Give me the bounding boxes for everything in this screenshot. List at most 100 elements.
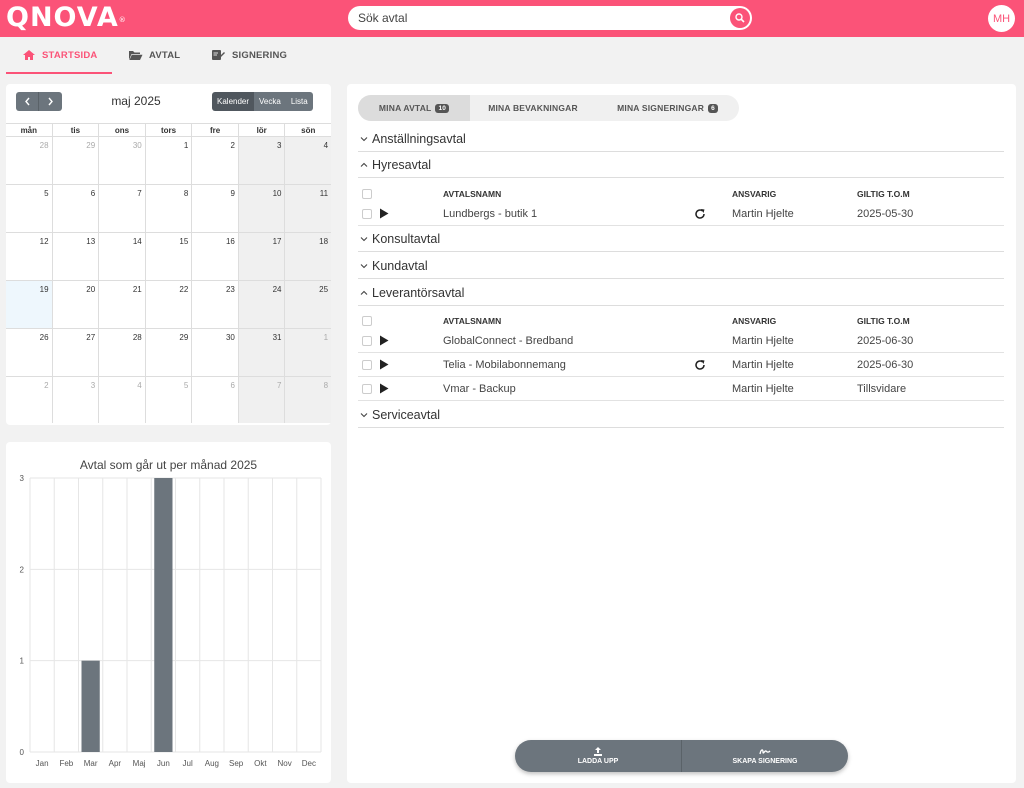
section-leverantorsavtal[interactable]: Leverantörsavtal xyxy=(358,280,1004,306)
calendar-day[interactable]: 31 xyxy=(238,329,286,376)
calendar-day[interactable]: 21 xyxy=(99,281,146,328)
calendar-day[interactable]: 30 xyxy=(99,137,146,184)
select-all-checkbox[interactable] xyxy=(362,316,372,326)
upload-button[interactable]: LADDA UPP xyxy=(515,740,682,772)
expand-row-button[interactable] xyxy=(379,353,389,376)
weekday-label: ons xyxy=(99,124,146,136)
section-hyresavtal[interactable]: Hyresavtal xyxy=(358,152,1004,178)
calendar-day[interactable]: 30 xyxy=(192,329,239,376)
section-serviceavtal[interactable]: Serviceavtal xyxy=(358,402,1004,428)
table-header: AVTALSNAMN ANSVARIG GILTIG T.O.M xyxy=(358,183,1004,205)
create-signing-button[interactable]: SKAPA SIGNERING xyxy=(682,740,848,772)
valid-until: 2025-06-30 xyxy=(857,334,914,347)
calendar-week: 26 27 28 29 30 31 1 xyxy=(6,329,332,377)
calendar-day[interactable]: 9 xyxy=(192,185,239,232)
nav-tab-signering[interactable]: SIGNERING xyxy=(211,37,287,73)
calendar-day[interactable]: 29 xyxy=(146,329,193,376)
avatar[interactable]: MH xyxy=(988,5,1015,32)
calendar-day[interactable]: 10 xyxy=(238,185,286,232)
expand-row-button[interactable] xyxy=(379,329,389,352)
table-row[interactable]: Telia - Mobilabonnemang Martin Hjelte 2025… xyxy=(358,353,1004,377)
calendar-day[interactable]: 3 xyxy=(238,137,286,184)
upload-icon xyxy=(594,747,602,756)
contract-name[interactable]: Lundbergs - butik 1 xyxy=(443,207,538,220)
table-row[interactable]: GlobalConnect - Bredband Martin Hjelte 202… xyxy=(358,329,1004,353)
section-kundavtal[interactable]: Kundavtal xyxy=(358,253,1004,279)
calendar-day[interactable]: 4 xyxy=(285,137,332,184)
row-checkbox[interactable] xyxy=(362,359,372,370)
calendar-day[interactable]: 22 xyxy=(146,281,193,328)
section-konsultavtal[interactable]: Konsultavtal xyxy=(358,226,1004,252)
expand-row-button[interactable] xyxy=(379,202,389,225)
nav-tab-avtal[interactable]: AVTAL xyxy=(128,37,180,73)
weekday-label: fre xyxy=(192,124,239,136)
view-vecka-button[interactable]: Vecka xyxy=(254,92,286,111)
calendar-day[interactable]: 19 xyxy=(6,281,53,328)
contract-name[interactable]: GlobalConnect - Bredband xyxy=(443,334,574,347)
calendar-day[interactable]: 17 xyxy=(238,233,286,280)
calendar-day[interactable]: 4 xyxy=(99,377,146,423)
calendar-day[interactable]: 3 xyxy=(53,377,100,423)
section-anstallningsavtal[interactable]: Anställningsavtal xyxy=(358,126,1004,152)
calendar-day[interactable]: 6 xyxy=(53,185,100,232)
calendar-day[interactable]: 7 xyxy=(99,185,146,232)
responsible-person: Martin Hjelte xyxy=(732,334,794,347)
calendar-day[interactable]: 28 xyxy=(6,137,53,184)
row-checkbox[interactable] xyxy=(362,383,372,394)
upload-label: LADDA UPP xyxy=(577,758,619,765)
row-checkbox[interactable] xyxy=(362,335,372,346)
calendar-day[interactable]: 26 xyxy=(6,329,53,376)
nav-tab-startsida[interactable]: STARTSIDA xyxy=(22,37,97,73)
calendar-day[interactable]: 16 xyxy=(192,233,239,280)
contracts-tabs: MINA AVTAL 10 MINA BEVAKNINGAR MINA SIGN… xyxy=(358,95,739,121)
calendar-day[interactable]: 27 xyxy=(53,329,100,376)
calendar-next-button[interactable] xyxy=(39,92,62,111)
contract-name[interactable]: Telia - Mobilabonnemang xyxy=(443,358,566,371)
tab-mina-bevakningar[interactable]: MINA BEVAKNINGAR xyxy=(470,95,596,121)
calendar-day[interactable]: 29 xyxy=(53,137,100,184)
calendar-day[interactable]: 28 xyxy=(99,329,146,376)
calendar-day[interactable]: 1 xyxy=(146,137,193,184)
contract-name[interactable]: Vmar - Backup xyxy=(443,382,516,395)
tab-mina-avtal[interactable]: MINA AVTAL 10 xyxy=(358,95,470,121)
tab-mina-signeringar[interactable]: MINA SIGNERINGAR 6 xyxy=(596,95,739,121)
calendar-day[interactable]: 15 xyxy=(146,233,193,280)
search-input[interactable] xyxy=(348,6,728,30)
x-tick-label: Aug xyxy=(205,759,219,768)
y-tick-label: 0 xyxy=(20,748,25,757)
table-row[interactable]: Vmar - Backup Martin Hjelte Tillsvidare xyxy=(358,377,1004,401)
calendar-day[interactable]: 6 xyxy=(192,377,239,423)
calendar-day[interactable]: 2 xyxy=(6,377,53,423)
table-row[interactable]: Lundbergs - butik 1 Martin Hjelte 2025-05-… xyxy=(358,202,1004,226)
calendar-day[interactable]: 7 xyxy=(238,377,286,423)
calendar-day[interactable]: 23 xyxy=(192,281,239,328)
logo[interactable]: QNOVA® xyxy=(6,2,127,33)
calendar-day[interactable]: 24 xyxy=(238,281,286,328)
row-checkbox[interactable] xyxy=(362,208,372,219)
y-tick-label: 3 xyxy=(20,474,25,483)
calendar-day[interactable]: 13 xyxy=(53,233,100,280)
calendar-day[interactable]: 8 xyxy=(146,185,193,232)
calendar-prev-button[interactable] xyxy=(16,92,39,111)
calendar-day[interactable]: 2 xyxy=(192,137,239,184)
weekday-label: tis xyxy=(53,124,100,136)
view-lista-button[interactable]: Lista xyxy=(285,92,313,111)
play-icon xyxy=(380,208,389,219)
chevron-up-icon xyxy=(360,162,368,167)
top-bar: QNOVA® MH xyxy=(0,0,1024,37)
search-button[interactable] xyxy=(730,8,750,28)
calendar-day[interactable]: 1 xyxy=(285,329,332,376)
refresh-icon xyxy=(695,208,705,219)
view-kalender-button[interactable]: Kalender xyxy=(212,92,255,111)
calendar-day[interactable]: 18 xyxy=(285,233,332,280)
calendar-day[interactable]: 20 xyxy=(53,281,100,328)
calendar-day[interactable]: 25 xyxy=(285,281,332,328)
select-all-checkbox[interactable] xyxy=(362,189,372,199)
expand-row-button[interactable] xyxy=(379,377,389,400)
calendar-day[interactable]: 5 xyxy=(6,185,53,232)
calendar-day[interactable]: 5 xyxy=(146,377,193,423)
calendar-day[interactable]: 12 xyxy=(6,233,53,280)
calendar-day[interactable]: 11 xyxy=(285,185,332,232)
calendar-day[interactable]: 14 xyxy=(99,233,146,280)
calendar-day[interactable]: 8 xyxy=(285,377,332,423)
